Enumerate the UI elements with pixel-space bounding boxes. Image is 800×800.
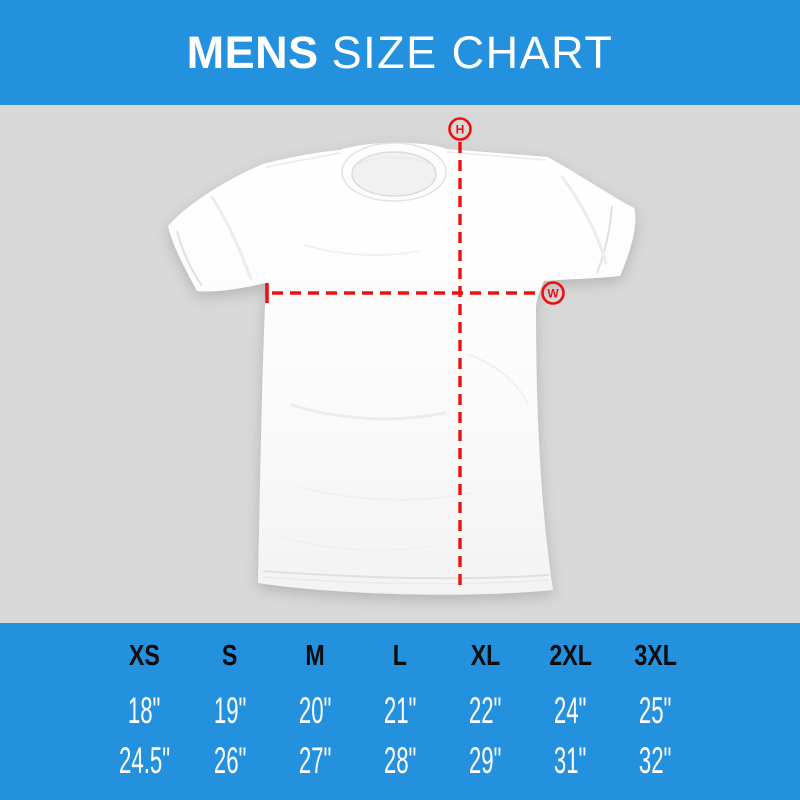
size-label: S [221,639,238,672]
size-label: 2XL [548,639,592,672]
collar-inner [351,151,437,197]
height-cell: 31" [528,737,613,783]
size-cell: 2XL [528,633,613,679]
tshirt-silhouette [168,142,636,595]
height-cell: 27" [272,737,357,783]
wrinkle [304,244,421,256]
page-title-bold: MENS [186,27,319,78]
size-cell: M [272,633,357,679]
height-value: 29" [468,739,502,781]
width-value: 19" [213,689,246,731]
measurement-overlay: H W [265,117,565,588]
size-chart-table: XS S M L XL 2XL 3XL 18" 19" 20" 21" 22" … [0,623,800,800]
height-value: 24.5" [119,739,171,781]
height-value: 32" [639,739,672,781]
width-value: 21" [383,689,417,731]
hem-stitch-line [262,570,550,580]
right-cuff-seam [596,205,613,274]
width-cell: 22" [443,687,528,733]
height-marker-icon [448,117,472,141]
size-label: 3XL [634,639,677,672]
wrinkle [469,354,529,406]
height-cell: 26" [187,737,272,783]
height-value: 28" [383,739,417,781]
width-values-row: 18" 19" 20" 21" 22" 24" 25" [102,687,698,733]
size-cell: XL [443,633,528,679]
wrinkle [299,486,471,501]
size-cell: S [187,633,272,679]
size-cell: XS [102,633,187,679]
wrinkle [560,175,608,265]
hem-stitch-line-2 [262,576,550,585]
width-value: 22" [468,689,502,731]
size-label: XS [129,639,161,672]
wrinkle [210,195,253,281]
height-value: 26" [213,739,247,781]
tshirt-graphic [168,142,636,595]
wrinkle [290,403,447,421]
tshirt-diagram-stage: H W [0,105,800,623]
height-value: 27" [298,739,332,781]
width-cell: 20" [272,687,357,733]
page-title: MENS SIZE CHART [187,30,614,75]
size-header-row: XS S M L XL 2XL 3XL [102,633,698,679]
height-cell: 29" [443,737,528,783]
right-shoulder-seam [446,151,547,161]
header-banner: MENS SIZE CHART [0,0,800,105]
width-value: 24" [553,689,587,731]
height-value: 31" [554,739,587,781]
height-marker-label: H [456,123,465,137]
page-title-light: SIZE CHART [331,27,614,78]
width-marker-icon [541,281,565,305]
width-value: 20" [298,689,332,731]
size-cell: 3XL [613,633,698,679]
size-label: XL [470,639,500,672]
width-marker-label: W [547,287,559,301]
height-cell: 32" [613,737,698,783]
wrinkle [281,536,433,552]
width-cell: 18" [102,687,187,733]
width-cell: 25" [613,687,698,733]
size-label: L [392,639,408,672]
height-values-row: 24.5" 26" 27" 28" 29" 31" 32" [102,737,698,783]
size-cell: L [357,633,442,679]
size-label: M [305,639,325,672]
width-cell: 24" [528,687,613,733]
tshirt-measurement-diagram: H W [168,117,636,595]
left-cuff-seam [176,230,203,287]
width-cell: 19" [187,687,272,733]
collar-inner-shadow [355,156,433,166]
left-shoulder-seam [265,152,341,168]
width-value: 18" [128,689,161,731]
height-cell: 24.5" [102,737,187,783]
height-cell: 28" [357,737,442,783]
width-value: 25" [639,689,672,731]
width-cell: 21" [357,687,442,733]
